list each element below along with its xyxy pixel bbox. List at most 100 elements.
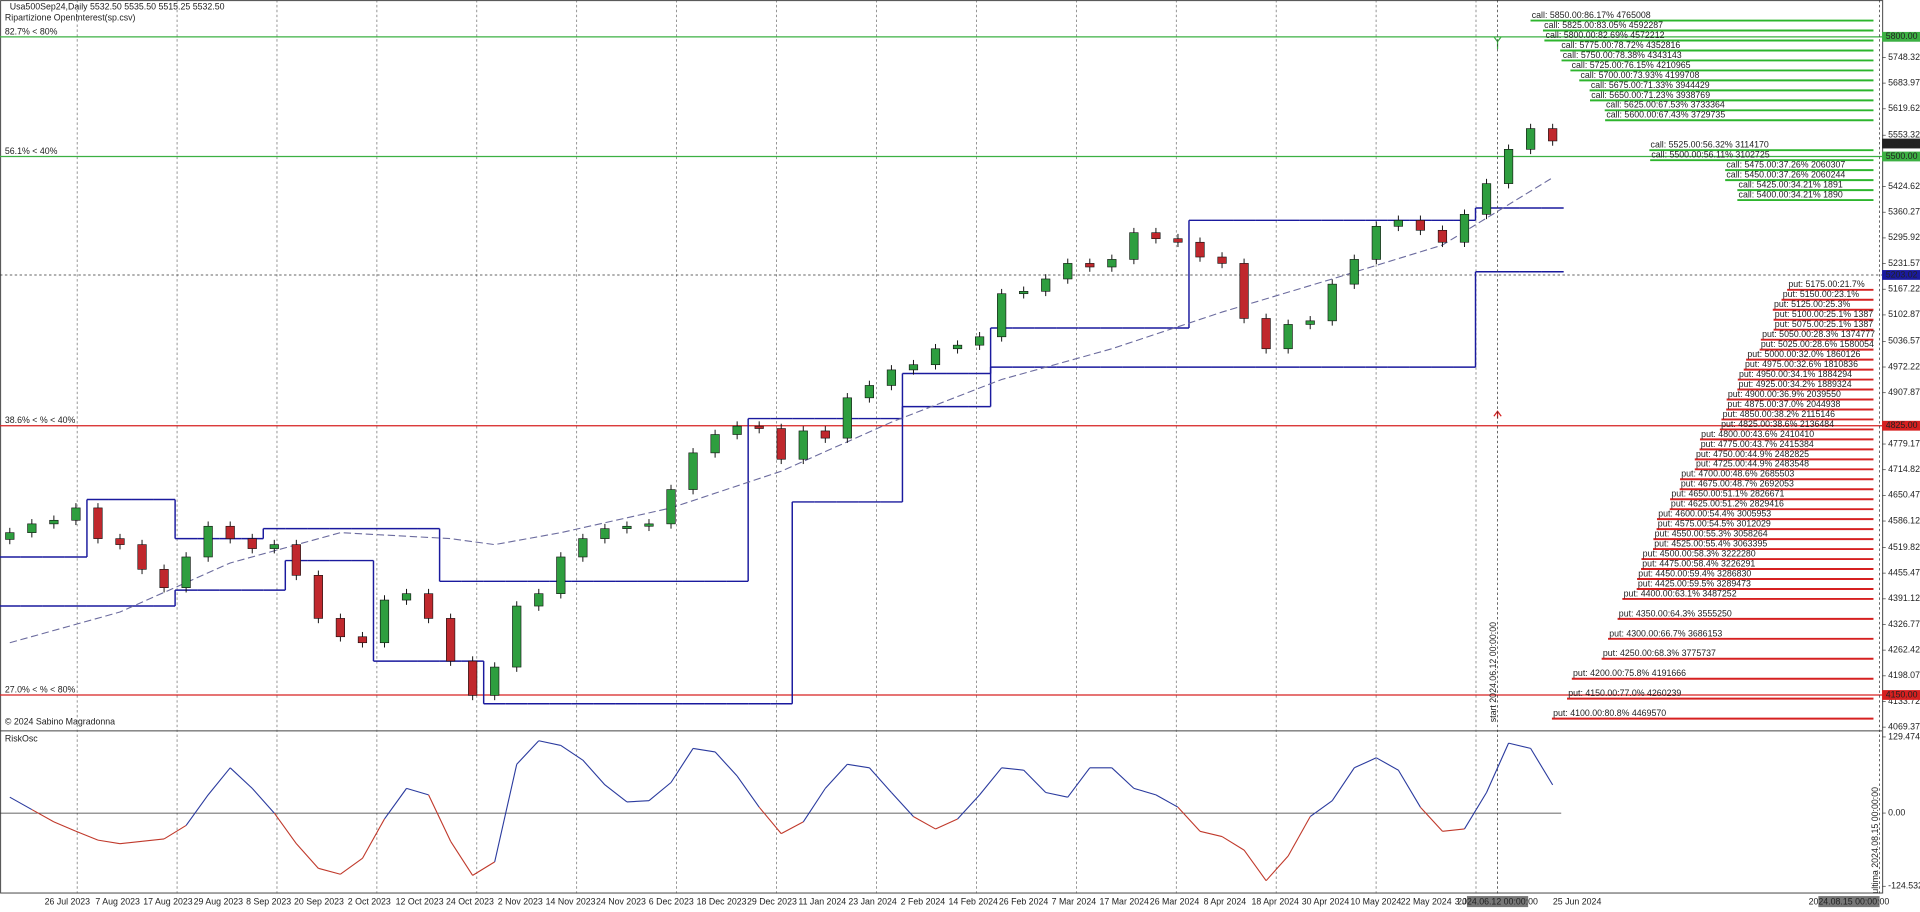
x-tick-label: 18 Dec 2023 [697,897,747,907]
candle-body [490,666,500,696]
candle-body [313,575,323,619]
level-label: 56.1% < 40% [5,146,58,156]
x-tick-label: 24 Oct 2023 [446,897,494,907]
oscillator-segment [780,821,804,835]
put-label: put: 4475.00:58.4% 3226291 [1642,558,1755,568]
price-tag-label: 5500.00 [1886,151,1918,161]
call-label: call: 5425.00:34.21% 1891 [1739,180,1843,190]
candle-body [666,489,676,525]
osc-tick-label: 129.4746 [1888,731,1920,741]
oscillator-segment [472,861,495,876]
oscillator-segment [1464,792,1488,830]
oscillator-segment [979,767,1003,796]
osc-tick-label: -124.5323 [1888,881,1920,891]
put-label: put: 4950.00:34.1% 1884294 [1739,369,1852,379]
candle-body [732,425,742,435]
x-tick-label: 2 Oct 2023 [348,897,391,907]
x-tick-label: 2 Nov 2023 [498,897,543,907]
oscillator-segment [692,747,716,753]
candle-body [1437,229,1448,243]
put-label: put: 4925.00:34.2% 1889324 [1739,379,1852,389]
oscillator-segment [1177,806,1201,832]
y-tick-label: 5295.92 [1888,232,1920,242]
put-label: put: 4575.00:54.5% 3012029 [1658,519,1771,529]
candle-body [688,452,698,490]
oscillator-segment [891,792,914,817]
put-label: put: 4350.00:64.3% 3555250 [1619,608,1732,618]
call-label: call: 5675.00:71.33% 3944429 [1591,80,1710,90]
candle-body [335,618,345,638]
oscillator-segment [604,784,628,803]
price-tag [1882,138,1920,149]
y-tick-label: 4519.82 [1888,542,1920,552]
call-label: call: 5800.00:82.69% 4572212 [1546,30,1665,40]
candle-body [864,385,874,399]
candle-body [1085,263,1095,268]
put-label: put: 4600.00:54.4% 3005953 [1658,509,1771,519]
level-label: 82.7% < 80% [5,26,58,36]
candle-body [203,525,213,558]
candle-body [1261,318,1271,350]
price-tag [1882,151,1920,162]
oscillator-segment [714,751,738,777]
y-tick-label: 5424.62 [1888,181,1920,191]
osc-tick-label: 0.00 [1888,807,1905,817]
oscillator-segment [494,764,518,862]
put-label: put: 4975.00:32.6% 1810836 [1745,359,1858,369]
candle-body [1503,149,1514,184]
y-tick-label: 4972.22 [1888,361,1920,371]
candle-body [137,544,147,570]
candle-body [754,425,764,429]
oscillator-segment [1243,849,1267,882]
oscillator-segment [1397,769,1421,808]
candle-body [622,525,632,529]
oscillator-segment [736,775,760,808]
candle-body [1526,128,1536,150]
oscillator-segment [1221,836,1245,851]
oscillator-segment [1111,767,1135,789]
price-tag-label: 5800.00 [1886,31,1918,41]
oscillator-segment [1376,757,1399,771]
oscillator-segment [1442,828,1465,832]
call-label: call: 5400.00:34.21% 1890 [1739,189,1843,199]
oscillator-segment [450,840,474,876]
candle-body [798,430,808,460]
put-label: put: 4850.00:38.2% 2115146 [1723,409,1835,419]
x-tick-label: 23 Jan 2024 [848,897,897,907]
x-tick-label: 26 Mar 2024 [1150,897,1200,907]
oscillator-segment [516,740,540,765]
y-tick-label: 4714.82 [1888,464,1920,474]
put-label: put: 5000.00:32.0% 1860126 [1747,349,1860,359]
oscillator-segment [1133,787,1157,796]
oscillator-segment [9,796,33,811]
candle-body [1371,225,1381,260]
put-label: put: 4200.00:75.8% 4191666 [1573,668,1686,678]
oscillator-segment [185,794,209,826]
candle-body [975,336,985,346]
put-label: put: 4700.00:48.6% 2685503 [1681,469,1794,479]
oscillator-segment [141,838,165,842]
candle-body [997,293,1007,338]
candle-body [49,519,59,525]
put-label: put: 5100.00:25.1% 1387 [1775,309,1873,319]
oscillator-segment [1486,742,1510,793]
candle-body [1548,128,1558,142]
put-label: put: 4900.00:36.9% 2039550 [1728,389,1841,399]
x-tick-label: 25 Jun 2024 [1553,897,1602,907]
candle-body [908,364,919,371]
y-tick-label: 5553.32 [1888,130,1920,140]
oscillator-segment [207,767,231,796]
call-label: call: 5850.00:86.17% 4765008 [1532,10,1651,20]
oscillator-segment [582,759,606,786]
oscillator-segment [957,794,980,820]
frame [0,0,1884,894]
put-label: put: 5050.00:28.3% 1374777 [1762,329,1875,339]
x-tick-label: 22 May 2024 [1401,897,1452,907]
price-tag [1882,690,1920,700]
candle-body [1305,320,1315,325]
candle-body [379,599,390,644]
x-tick-label: 20 Sep 2023 [294,897,344,907]
put-label: put: 5175.00:21.7% [1788,279,1864,289]
x-tick-label: 29 Aug 2023 [194,897,244,907]
candle-body [930,348,941,366]
